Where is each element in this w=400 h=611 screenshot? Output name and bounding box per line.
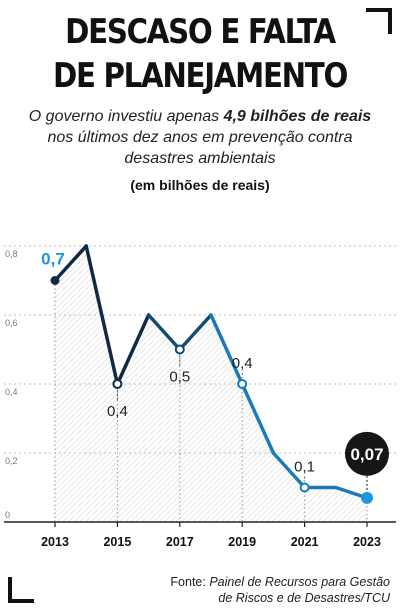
series-segment (240, 382, 276, 455)
intro-post: nos últimos dez anos em prevenção contra… (47, 129, 353, 167)
intro-pre: O governo investiu apenas (28, 108, 224, 125)
x-tick-label: 2015 (103, 535, 131, 549)
axes: 2013 2015 2017 2019 2021 2023 (4, 521, 396, 549)
series-segment (209, 313, 244, 386)
headline-line-2: DE PLANEJAMENTO (52, 56, 348, 96)
source-note: Fonte: Painel de Recursos para Gestão de… (170, 574, 390, 606)
source-name-2: de Riscos e de Desastres/TCU (218, 591, 390, 605)
data-labels: 0,7 0,4 0,5 0,4 0,1 0,07 (41, 250, 389, 492)
hatched-area (55, 246, 367, 522)
series-segment (178, 313, 213, 352)
data-point (112, 379, 123, 389)
data-point (361, 491, 373, 504)
series-segment (146, 313, 182, 352)
data-point (174, 344, 185, 355)
data-label: 0,7 (41, 250, 65, 269)
y-tick-label: 0,2 (5, 456, 18, 466)
y-tick-label: 0 (5, 510, 10, 520)
source-prefix: Fonte: (170, 575, 210, 589)
data-point (237, 379, 248, 389)
source-name-1: Painel de Recursos para Gestão (209, 575, 390, 589)
x-tick-label: 2021 (291, 535, 319, 549)
source-line-2: de Riscos e de Desastres/TCU (170, 590, 390, 606)
data-points (50, 276, 373, 504)
data-point (50, 276, 60, 285)
series-segment (84, 244, 120, 386)
intro-text: O governo investiu apenas 4,9 bilhões de… (20, 106, 380, 169)
series-segment (53, 244, 88, 283)
headline-line-1: DESCASO E FALTA (65, 12, 336, 52)
data-label: 0,4 (107, 403, 128, 420)
series-segment (271, 451, 307, 490)
highlight-badge (345, 431, 389, 476)
corner-mark-bottom-left (8, 577, 34, 603)
x-tick-label: 2013 (41, 535, 69, 549)
y-tick-label: 0,8 (5, 249, 18, 259)
data-label: 0,07 (350, 445, 383, 464)
headline: DESCASO E FALTA DE PLANEJAMENTO (28, 10, 372, 98)
source-line-1: Fonte: Painel de Recursos para Gestão (170, 574, 390, 590)
x-tick-label: 2017 (166, 535, 194, 549)
corner-mark-top-right (366, 8, 392, 34)
series-line (53, 244, 369, 500)
data-point (299, 482, 310, 493)
x-tick-label: 2019 (228, 535, 256, 549)
series-segment (115, 313, 151, 386)
y-tick-label: 0,6 (5, 318, 18, 328)
unit-label: (em bilhões de reais) (130, 177, 270, 193)
x-tick-label: 2023 (353, 535, 381, 549)
data-label: 0,4 (232, 355, 253, 372)
area-fill (55, 246, 367, 522)
line-chart: 00,20,40,60,8 0,70,40,50,40,10,07 2013 20… (4, 244, 396, 549)
intro-highlight: 4,9 bilhões de reais (223, 108, 372, 125)
data-label: 0,1 (294, 459, 315, 476)
y-tick-label: 0,4 (5, 387, 18, 397)
data-label: 0,5 (169, 369, 190, 386)
